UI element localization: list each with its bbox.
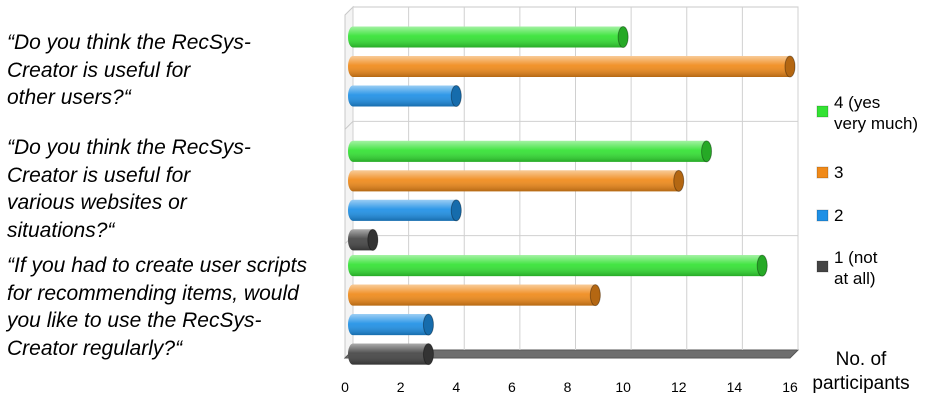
bar xyxy=(348,26,629,48)
x-tick-label: 4 xyxy=(452,379,460,395)
category-label: “Do you think the RecSys-Creator is usef… xyxy=(7,136,251,242)
legend-item: 3 xyxy=(816,163,843,182)
legend-swatch xyxy=(816,166,829,179)
x-tick-label: 14 xyxy=(727,379,743,395)
legend: 4 (yes very much) 3 2 1 (not at all) xyxy=(816,93,918,288)
legend-label: 2 xyxy=(834,206,843,225)
bar xyxy=(348,169,685,192)
legend-label: 3 xyxy=(834,163,843,182)
x-tick-label: 2 xyxy=(397,379,405,395)
bar xyxy=(348,140,713,163)
category-label: “Do you think the RecSys-Creator is usef… xyxy=(7,31,251,109)
bar xyxy=(348,228,379,251)
x-tick-label: 6 xyxy=(508,379,516,395)
legend-swatch xyxy=(816,260,829,273)
legend-item: 4 (yes very much) xyxy=(816,93,918,133)
bar xyxy=(348,284,601,307)
bar xyxy=(348,254,768,277)
bar xyxy=(348,343,434,366)
legend-label: 1 (not at all) xyxy=(834,248,878,288)
bar xyxy=(348,85,462,107)
bar xyxy=(348,313,434,336)
legend-label: 4 (yes very much) xyxy=(834,93,918,133)
bar xyxy=(348,199,462,222)
bars xyxy=(348,26,796,366)
legend-swatch xyxy=(816,105,829,118)
x-tick-label: 16 xyxy=(782,379,798,395)
x-tick-label: 8 xyxy=(564,379,572,395)
x-axis-title: No. of participants xyxy=(812,349,909,394)
category-separator xyxy=(344,120,354,130)
legend-item: 2 xyxy=(816,206,843,225)
x-tick-label: 0 xyxy=(341,379,349,395)
legend-item: 1 (not at all) xyxy=(816,248,878,288)
x-tick-label: 10 xyxy=(615,379,631,395)
category-labels: “Do you think the RecSys-Creator is usef… xyxy=(5,31,307,360)
x-tick-labels: 0 2 4 6 8 10 12 14 16 xyxy=(341,379,798,395)
x-tick-label: 12 xyxy=(671,379,687,395)
category-label: “If you had to create user scripts for re… xyxy=(5,254,307,360)
legend-swatch xyxy=(816,209,829,222)
bar xyxy=(348,55,796,78)
